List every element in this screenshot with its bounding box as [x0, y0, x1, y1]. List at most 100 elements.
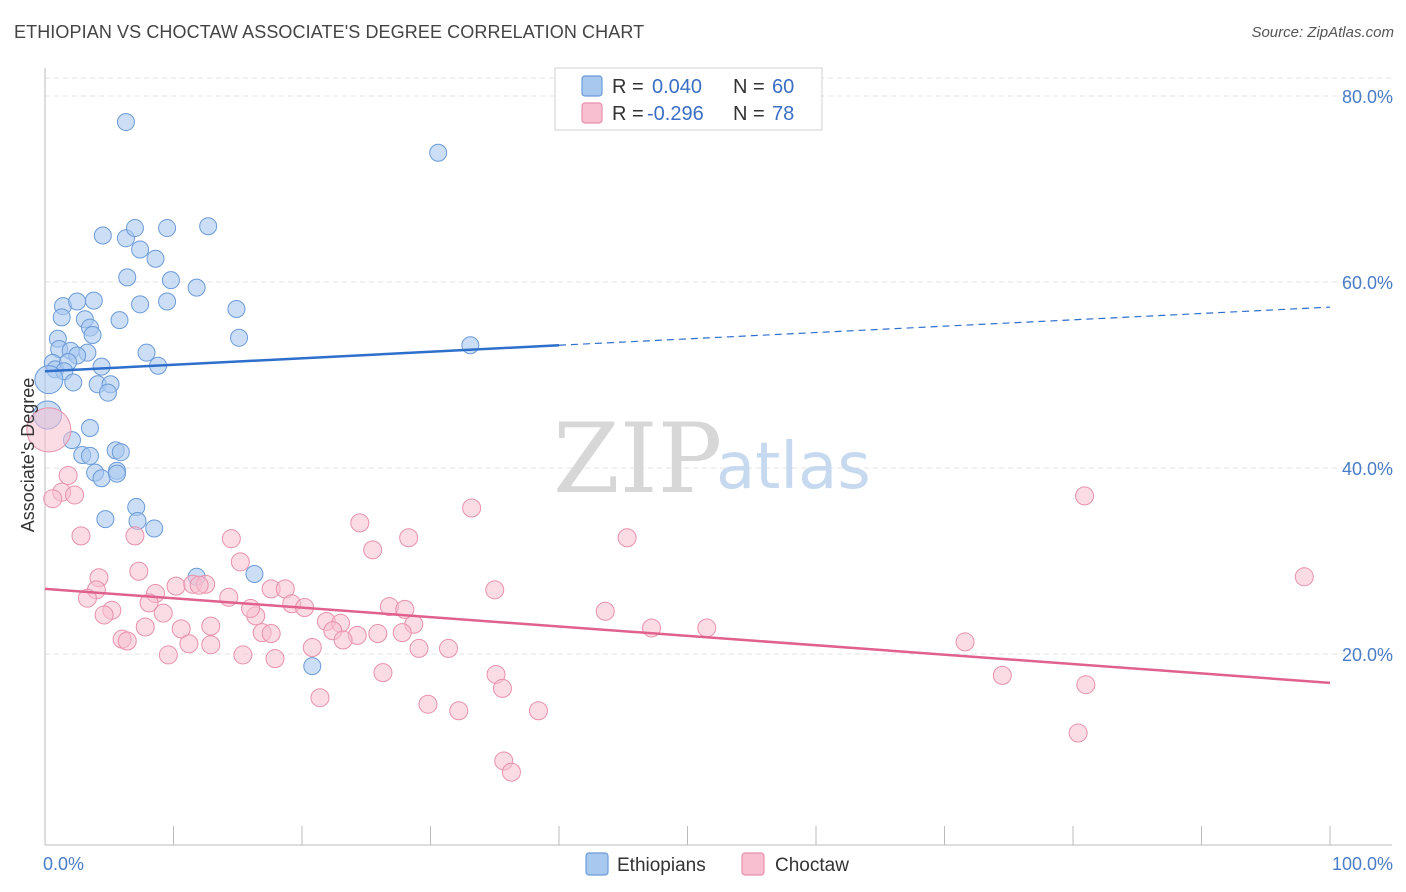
- ethiopians-point: [187, 278, 206, 297]
- choctaw-point: [241, 598, 261, 618]
- ethiopians-point: [111, 443, 130, 462]
- ethiopians-point: [83, 326, 102, 345]
- choctaw-point: [94, 605, 114, 625]
- choctaw-point: [166, 576, 186, 596]
- ethiopians-point: [145, 519, 164, 538]
- choctaw-point: [261, 624, 281, 644]
- choctaw-point: [71, 526, 91, 546]
- ethiopians-point: [146, 249, 165, 268]
- choctaw-point: [485, 580, 505, 600]
- ethiopians-point: [125, 219, 144, 238]
- choctaw-point: [1075, 486, 1095, 506]
- ethiopians-point: [158, 219, 177, 238]
- choctaw-point: [139, 593, 159, 613]
- trend-lines: [44, 306, 1331, 685]
- choctaw-point: [1068, 723, 1088, 743]
- choctaw-point: [201, 616, 221, 636]
- choctaw-point: [65, 485, 85, 505]
- choctaw-point: [363, 540, 383, 560]
- choctaw-point: [77, 588, 97, 608]
- choctaw-point: [1294, 567, 1314, 587]
- choctaw-point: [595, 601, 615, 621]
- watermark: ZIP atlas: [553, 403, 871, 515]
- ethiopians-point: [161, 271, 180, 290]
- trend-line-choctaw: [44, 587, 1331, 685]
- choctaw-point: [26, 407, 72, 453]
- ethiopians-point: [64, 373, 83, 392]
- ethiopians-point: [92, 357, 111, 376]
- choctaw-point: [221, 529, 241, 549]
- choctaw-point: [418, 694, 438, 714]
- choctaw-point: [697, 618, 717, 638]
- ethiopians-point: [116, 113, 135, 132]
- ethiopians-point: [80, 419, 99, 438]
- series-choctaw: [26, 407, 1314, 782]
- choctaw-point: [368, 624, 388, 644]
- legend-bottom-label-ethiopians: Ethiopians: [617, 855, 706, 876]
- ethiopians-point: [131, 240, 150, 259]
- ethiopians-point: [68, 292, 87, 311]
- ethiopians-point: [303, 657, 322, 676]
- choctaw-point: [462, 498, 482, 518]
- legend-bottom-swatch-choctaw: [741, 852, 765, 876]
- ethiopians-point: [110, 311, 129, 330]
- choctaw-point: [992, 665, 1012, 685]
- x-tick-label-max: 100.0%: [1332, 854, 1393, 874]
- ethiopians-point: [118, 268, 137, 287]
- ethiopians-point: [158, 292, 177, 311]
- x-tick-labels: 0.0% 100.0%: [43, 854, 1393, 874]
- choctaw-point: [125, 526, 145, 546]
- choctaw-point: [233, 645, 253, 665]
- ethiopians-point: [137, 343, 156, 362]
- choctaw-point: [399, 528, 419, 548]
- y-tick-label-60: 60.0%: [1342, 273, 1393, 293]
- ethiopians-point: [98, 383, 117, 402]
- ethiopians-point: [107, 464, 126, 483]
- legend-r-value-choctaw: -0.296: [647, 103, 704, 125]
- y-tick-labels: 20.0% 40.0% 60.0% 80.0%: [1342, 87, 1393, 665]
- choctaw-point: [129, 561, 149, 581]
- legend-n-label-ethiopians: N =: [733, 76, 770, 98]
- watermark-zip: ZIP: [553, 403, 722, 515]
- choctaw-point: [153, 603, 173, 623]
- legend-swatch-choctaw: [581, 102, 603, 124]
- y-tick-label-40: 40.0%: [1342, 459, 1393, 479]
- choctaw-point: [373, 663, 393, 683]
- legend-bottom: Ethiopians Choctaw: [585, 852, 849, 876]
- legend-n-value-choctaw: 78: [772, 103, 794, 125]
- watermark-atlas: atlas: [716, 430, 871, 504]
- choctaw-point: [492, 678, 512, 698]
- x-tick-label-min: 0.0%: [43, 854, 84, 874]
- ethiopians-point: [230, 328, 249, 347]
- source-credit: Source: ZipAtlas.com: [1251, 24, 1394, 41]
- choctaw-point: [189, 575, 209, 595]
- ethiopians-point: [84, 291, 103, 310]
- choctaw-point: [201, 635, 221, 655]
- choctaw-point: [302, 637, 322, 657]
- choctaw-point: [617, 528, 637, 548]
- axes: [44, 68, 1392, 846]
- choctaw-point: [449, 701, 469, 721]
- choctaw-point: [955, 632, 975, 652]
- legend-r-value-ethiopians: 0.040: [652, 76, 702, 98]
- legend-swatch-ethiopians: [581, 75, 603, 97]
- legend-bottom-swatch-ethiopians: [585, 852, 609, 876]
- chart-title: ETHIOPIAN VS CHOCTAW ASSOCIATE'S DEGREE …: [14, 22, 645, 42]
- choctaw-point: [43, 489, 63, 509]
- choctaw-point: [409, 638, 429, 658]
- choctaw-point: [333, 630, 353, 650]
- y-axis-label: Associate's Degree: [18, 378, 38, 533]
- legend-r-label-ethiopians: R =: [612, 76, 649, 98]
- ethiopians-point: [96, 510, 115, 529]
- trend-line-ethiopians-extension: [558, 306, 1331, 346]
- y-tick-label-80: 80.0%: [1342, 87, 1393, 107]
- ethiopians-point: [34, 365, 64, 395]
- choctaw-point: [1076, 675, 1096, 695]
- choctaw-point: [265, 649, 285, 669]
- trend-line-ethiopians: [44, 343, 560, 373]
- choctaw-point: [501, 762, 521, 782]
- choctaw-point: [392, 623, 412, 643]
- choctaw-point: [438, 638, 458, 658]
- ethiopians-point: [131, 295, 150, 314]
